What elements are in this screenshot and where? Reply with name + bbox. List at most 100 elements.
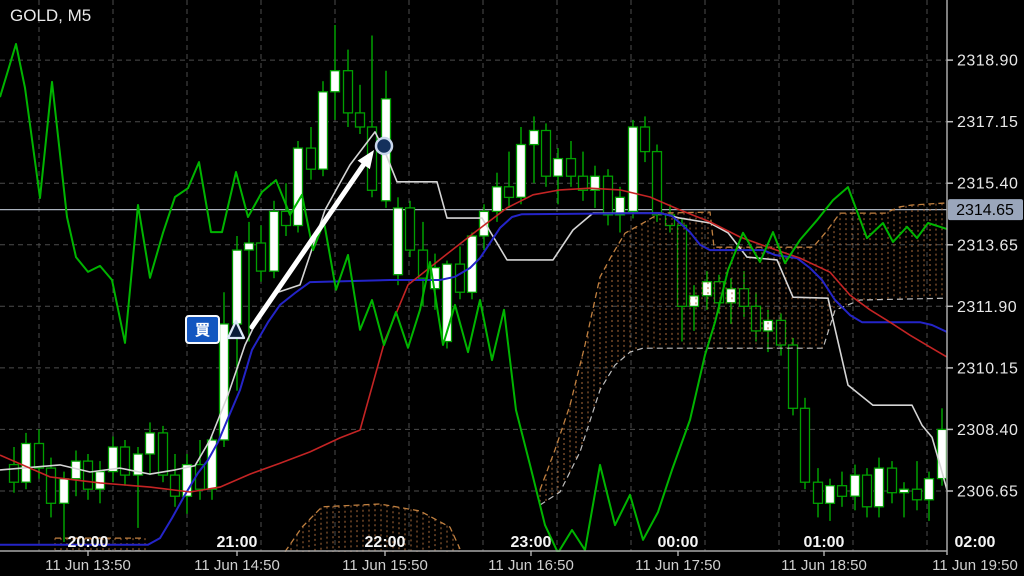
candlesticks [8,25,948,542]
candle-body [45,467,57,504]
candlestick [836,471,848,507]
candle-body [132,453,144,476]
candle-body [94,470,106,490]
candle-body [354,112,366,128]
candle-body [812,481,824,504]
candle-body [317,91,329,170]
candle-body [342,70,354,114]
candlestick [268,200,280,279]
candlestick [119,440,131,486]
candle-body [243,242,255,251]
candle-body [873,467,885,508]
date-label: 11 Jun 18:50 [781,557,867,574]
candlestick [515,127,527,205]
candle-body [33,442,45,469]
price-axis-label: 2315.40 [957,176,1018,193]
candle-body [231,249,243,325]
buy-label-box[interactable] [185,315,220,344]
candle-body [404,207,416,251]
candlestick [243,221,255,342]
candlestick [688,285,700,331]
candlestick [812,468,824,518]
candlestick [255,225,267,282]
candlestick [181,454,193,514]
candlestick [614,186,626,233]
candle-body [478,210,490,237]
date-label: 11 Jun 17:50 [635,557,721,574]
candle-body [602,175,614,216]
candle-body [454,263,466,293]
senkou-span-b-line [539,297,947,506]
candlestick [861,468,873,518]
candle-body [329,70,341,93]
candlestick [503,151,515,208]
entry-point-marker[interactable] [374,136,394,156]
candlestick [392,197,404,286]
buy-label-text: 買 [195,322,210,339]
candlestick [528,116,540,184]
grid [0,0,947,551]
date-label: 11 Jun 19:50 [932,557,1018,574]
candle-body [280,210,292,227]
blue-indicator-line [0,212,947,546]
date-label: 11 Jun 15:50 [342,557,428,574]
candle-body [540,129,552,177]
candlestick [33,429,45,479]
candle-body [565,157,577,177]
senkou-span-a-line [539,202,947,491]
candle-body [392,207,404,276]
candlestick [20,432,32,490]
candlestick [82,454,94,500]
candlestick [552,148,564,205]
candlestick [441,260,453,349]
candlestick [886,461,898,504]
candlestick [540,123,552,187]
candle-body [775,319,787,346]
price-axis-label: 2308.40 [957,422,1018,439]
candle-body [194,463,206,490]
buy-arrow-marker[interactable] [226,319,246,340]
time-label: 01:00 [804,534,845,551]
candle-body [528,129,540,146]
candle-body [8,463,20,483]
candlestick [169,454,181,507]
candlestick [577,151,589,201]
trend-arrow-line[interactable] [249,161,367,330]
candlestick [329,25,341,120]
candle-body [157,432,169,476]
candlestick [144,422,156,476]
candle-body [305,147,317,170]
candlestick [639,116,651,163]
candle-body [119,446,131,476]
time-label: 00:00 [658,534,699,551]
candlestick [218,292,230,447]
current-price-badge [948,199,1023,221]
red-indicator-line [0,187,947,493]
candle-body [762,319,774,332]
candle-body [417,249,429,279]
candlestick [491,172,503,222]
candlestick [589,165,601,208]
candle-body [268,210,280,272]
price-axis-label: 2313.65 [957,237,1018,254]
symbol-title: GOLD, M5 [10,6,92,25]
time-label: 21:00 [217,534,258,551]
candle-body [491,186,503,213]
candlestick [911,461,923,511]
time-label: 02:00 [955,534,996,551]
candle-body [861,474,873,508]
candle-body [651,150,663,216]
candlestick [849,464,861,511]
candlestick [762,309,774,353]
candle-body [552,157,564,177]
candlestick [602,169,614,226]
candle-body [688,295,700,308]
candle-body [836,485,848,497]
candle-body [107,446,119,473]
candlestick [8,447,20,493]
candle-body [614,196,626,216]
candlestick [923,471,935,521]
candle-body [886,467,898,494]
candle-body [218,323,230,441]
